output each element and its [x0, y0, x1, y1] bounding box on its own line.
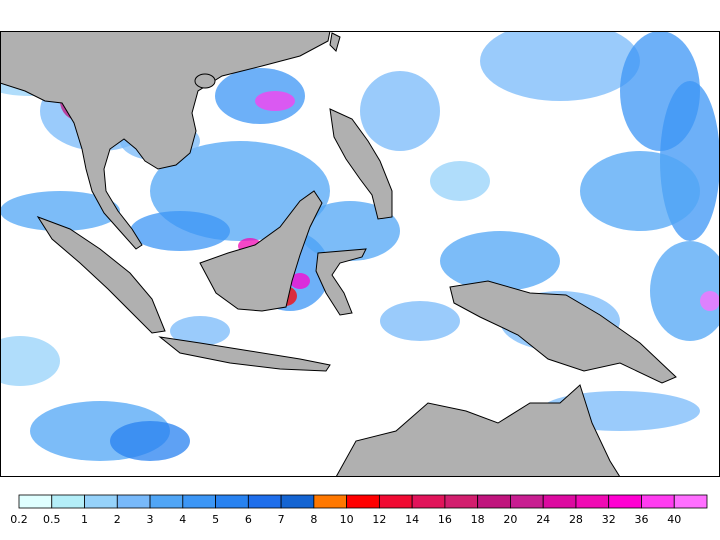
colorbar-label: 0.5 — [43, 513, 61, 526]
colorbar-box — [641, 494, 675, 509]
landmasses — [0, 31, 677, 477]
rain-cell — [170, 316, 230, 346]
land-new-guinea — [449, 280, 677, 384]
rain-cell — [300, 201, 400, 261]
colorbar-box — [51, 494, 85, 509]
land-sumatra — [36, 216, 166, 334]
colorbar-box — [346, 494, 380, 509]
colorbar-box — [608, 494, 642, 509]
colorbar-label: 36 — [634, 513, 648, 526]
rain-cell — [650, 241, 720, 341]
rain-cell — [130, 211, 230, 251]
colorbar-label: 32 — [602, 513, 616, 526]
colorbar-box — [477, 494, 511, 509]
colorbar-box — [247, 494, 282, 509]
rain-cell — [0, 191, 120, 231]
rain-cell — [580, 151, 700, 231]
colorbar-box — [510, 494, 544, 509]
colorbar-box — [313, 494, 348, 509]
rain-cell — [0, 336, 60, 386]
land-australia — [335, 384, 621, 477]
colorbar-label: 1 — [81, 513, 88, 526]
colorbar-box — [542, 494, 577, 509]
colorbar-label: 2 — [114, 513, 121, 526]
colorbar-label: 18 — [471, 513, 485, 526]
colorbar-box — [444, 494, 479, 509]
rain-cell — [700, 291, 720, 311]
colorbar-label: 24 — [536, 513, 550, 526]
colorbar-label: 7 — [278, 513, 285, 526]
rain-cell — [290, 273, 310, 289]
colorbar-label: 8 — [310, 513, 317, 526]
colorbar-box — [18, 494, 53, 509]
rain-cell — [480, 31, 640, 101]
colorbar-box — [575, 494, 610, 509]
precipitation-map — [0, 31, 720, 477]
colorbar-label: 0.2 — [10, 513, 28, 526]
colorbar-labels: 0.2 0.5 1 2 3 4 5 6 7 8 10 12 14 16 18 20 24 28 32 36 40 — [10, 513, 681, 526]
rain-cell — [255, 91, 295, 111]
colorbar-label: 16 — [438, 513, 452, 526]
colorbar-box — [215, 494, 249, 509]
rain-cell — [440, 231, 560, 291]
colorbar-label: 6 — [245, 513, 252, 526]
colorbar-label: 3 — [147, 513, 154, 526]
colorbar-label: 5 — [212, 513, 219, 526]
rain-cell — [360, 71, 440, 151]
land-java — [158, 336, 331, 372]
colorbar-label: 28 — [569, 513, 583, 526]
land-hainan — [194, 73, 216, 89]
colorbar-box — [182, 494, 216, 509]
colorbar-box — [84, 494, 118, 509]
colorbar-label: 10 — [340, 513, 354, 526]
rain-cell — [110, 421, 190, 461]
rain-cell — [430, 161, 490, 201]
rain-cell — [380, 301, 460, 341]
colorbar-label: 14 — [405, 513, 419, 526]
land-sulawesi — [315, 248, 367, 316]
colorbar-box — [411, 494, 446, 509]
colorbar-box — [378, 494, 413, 509]
colorbar-label: 4 — [179, 513, 186, 526]
colorbar-boxes — [18, 494, 708, 509]
colorbar-legend: 0.2 0.5 1 2 3 4 5 6 7 8 10 12 14 16 18 20 24 28 32 36 40 — [10, 494, 708, 526]
colorbar-label: 20 — [503, 513, 517, 526]
colorbar-box — [280, 494, 315, 509]
colorbar-box — [149, 494, 184, 509]
colorbar-label: 12 — [372, 513, 386, 526]
land-philippines — [329, 108, 393, 220]
land-taiwan — [329, 32, 341, 52]
colorbar-label: 40 — [667, 513, 681, 526]
colorbar-box — [116, 494, 151, 509]
land-borneo — [199, 190, 323, 312]
colorbar-box — [673, 494, 708, 509]
